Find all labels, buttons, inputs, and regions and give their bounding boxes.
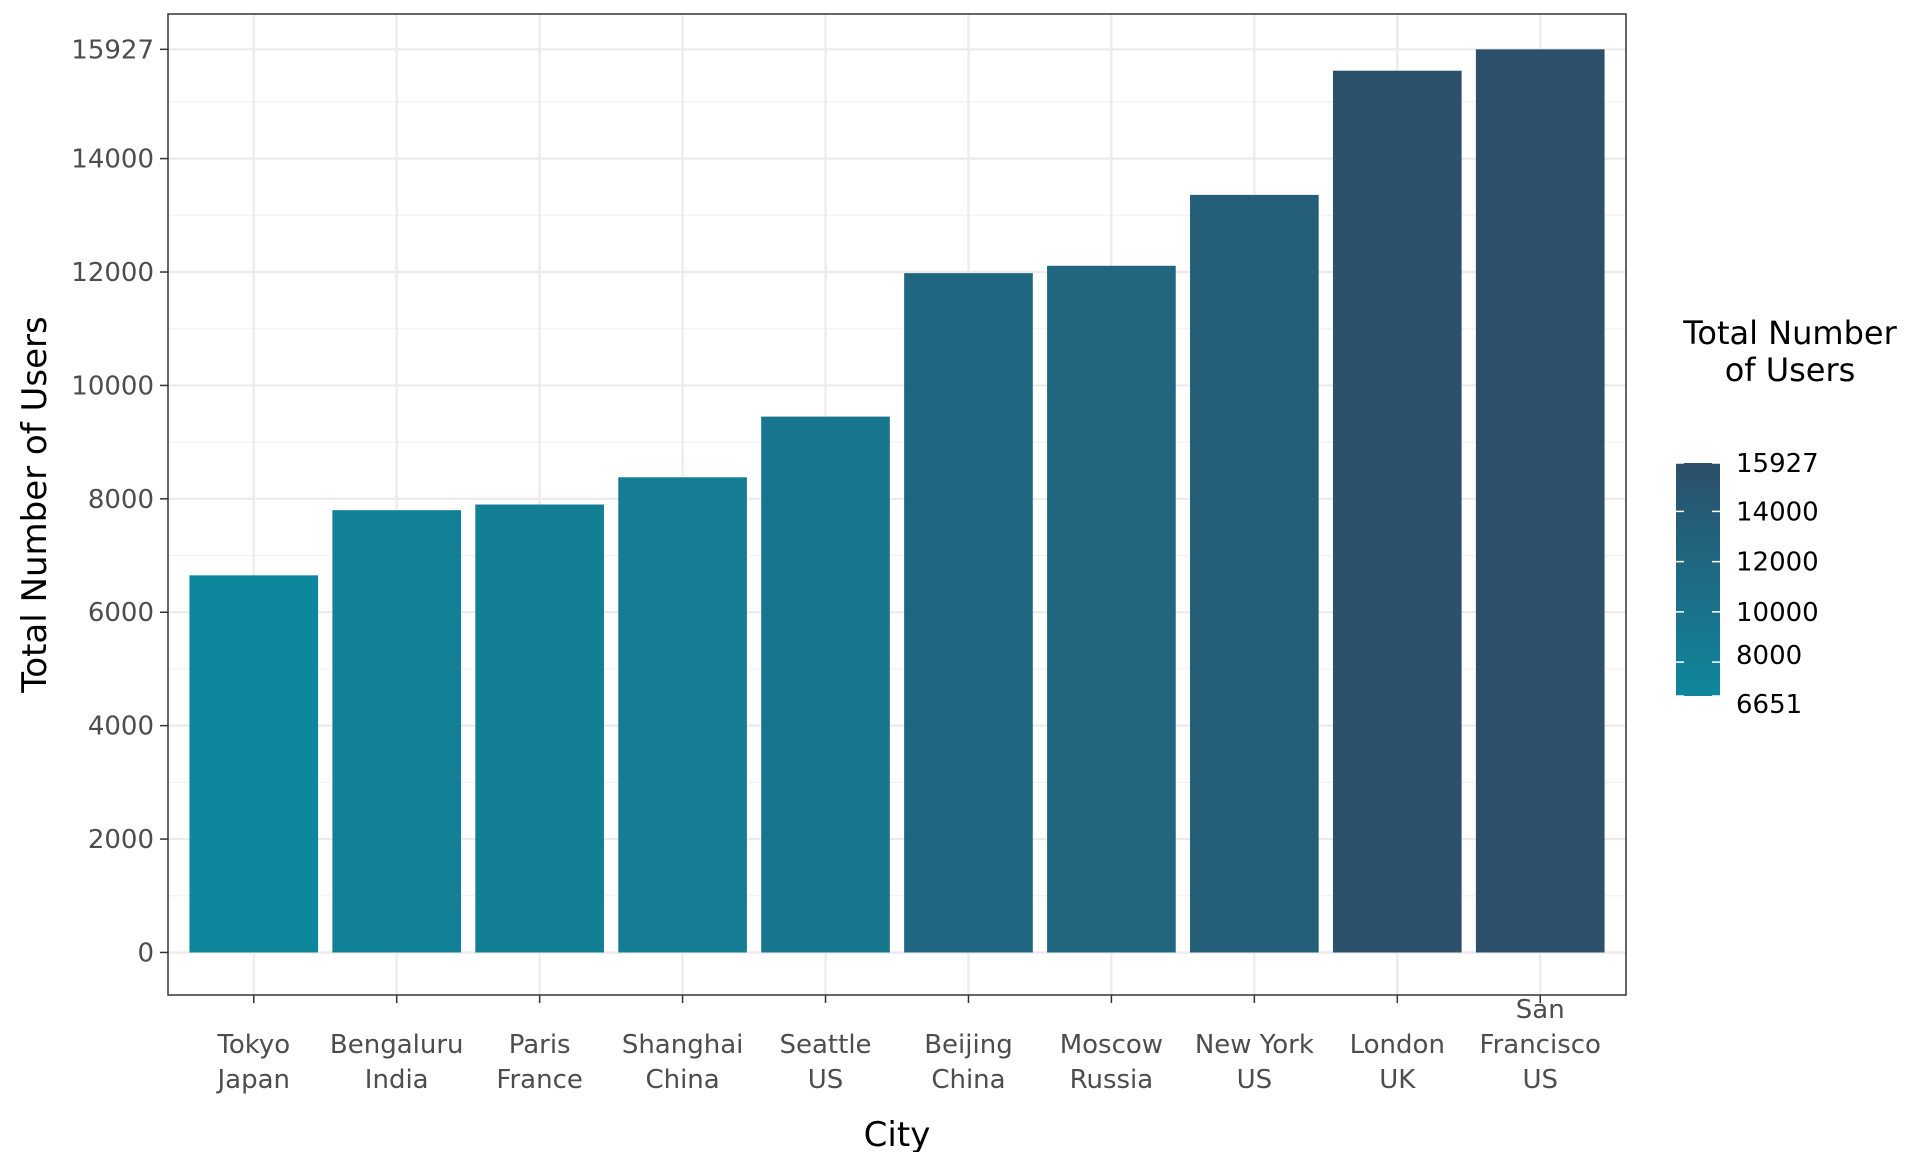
bar-paris-france — [475, 504, 604, 953]
y-tick-label: 14000 — [71, 145, 154, 175]
x-axis-title: City — [864, 1115, 931, 1152]
x-tick-label: Bengaluru India — [330, 1030, 464, 1095]
y-axis-ticks: 0 2000 4000 6000 8000 10000 12000 14000 15927 — [71, 35, 168, 968]
x-tick-label: New York US — [1195, 1030, 1314, 1095]
y-tick-label: 8000 — [88, 485, 154, 515]
plot-panel-border — [167, 13, 1627, 996]
x-tick-label: Tokyo Japan — [216, 1030, 291, 1095]
legend-tick-label: 15927 — [1736, 449, 1819, 479]
bar-new-york-us — [1190, 194, 1319, 953]
x-axis-ticks: Tokyo Japan Bengaluru India Paris France Shang… — [216, 995, 1601, 1095]
y-tick-label: 6000 — [88, 598, 154, 628]
x-tick-label: Moscow Russia — [1060, 1030, 1163, 1095]
y-tick-label: 0 — [137, 938, 154, 968]
y-tick-label: 10000 — [71, 371, 154, 401]
bar-london-uk — [1332, 70, 1462, 953]
legend-tick-label: 6651 — [1736, 690, 1802, 720]
x-tick-label: San Francisco US — [1480, 995, 1601, 1095]
bar-bengaluru-india — [332, 510, 462, 953]
bar-tokyo-japan — [189, 575, 319, 953]
y-tick-label: 2000 — [88, 825, 154, 855]
y-tick-label: 15927 — [71, 35, 154, 65]
legend-tick-label: 14000 — [1736, 497, 1819, 527]
y-tick-label: 4000 — [88, 712, 154, 742]
bar-san-francisco-us — [1475, 49, 1605, 953]
x-tick-label: Beijing China — [924, 1030, 1013, 1095]
bar-seattle-us — [761, 416, 890, 953]
legend-colorbar — [1676, 463, 1720, 696]
color-legend: Total Number of Users 6651 8000 10000 12000 14… — [1676, 314, 1898, 720]
bar-beijing-china — [904, 273, 1033, 953]
bar-shanghai-china — [618, 477, 747, 953]
y-tick-label: 12000 — [71, 258, 154, 288]
y-axis-title: Total Number of Users — [15, 316, 55, 693]
legend-title: Total Number of Users — [1682, 314, 1897, 389]
x-tick-label: Seattle US — [780, 1030, 872, 1095]
bar-moscow-russia — [1047, 265, 1176, 953]
legend-tick-label: 10000 — [1736, 598, 1819, 628]
bars — [189, 49, 1605, 953]
legend-tick-label: 12000 — [1736, 548, 1819, 578]
x-tick-label: Shanghai China — [622, 1030, 744, 1095]
x-tick-label: Paris France — [496, 1030, 582, 1095]
x-tick-label: London UK — [1350, 1030, 1445, 1095]
legend-tick-label: 8000 — [1736, 641, 1802, 671]
